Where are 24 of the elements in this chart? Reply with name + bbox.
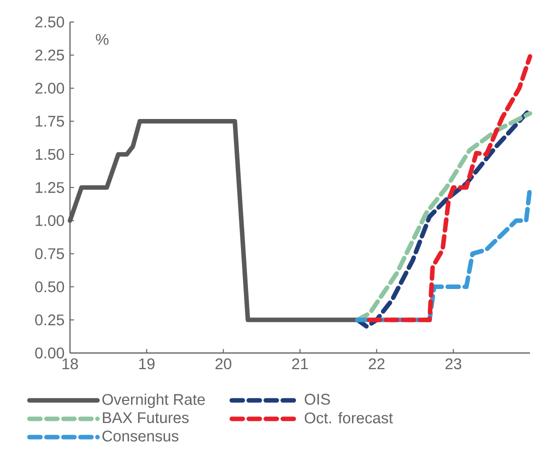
y-tick-label: 0.25 (35, 314, 64, 326)
y-tick-label: 1.50 (36, 148, 64, 160)
y-tick-label: 2.50 (35, 16, 64, 28)
legend-label: OIS (304, 394, 330, 405)
legend-label: Consensus (102, 430, 178, 442)
y-tick-label: 1.75 (36, 116, 64, 127)
y-tick-label: 1.25 (36, 182, 64, 193)
x-tick-label: 18 (62, 358, 78, 370)
legend-label: BAX Futures (102, 412, 189, 424)
y-tick-label: 0.75 (35, 248, 64, 260)
x-tick-label: 20 (216, 358, 232, 370)
x-tick-label: 23 (446, 358, 462, 370)
x-tick-label: 19 (139, 358, 155, 370)
legend-label: Overnight Rate (102, 394, 205, 408)
y-axis-title: % (96, 34, 109, 45)
y-tick-label: 2.00 (35, 82, 64, 94)
y-tick-label: 1.00 (36, 215, 64, 226)
legend-label: Oct. forecast (304, 412, 393, 424)
y-tick-label: 2.25 (35, 50, 64, 61)
x-tick-label: 22 (368, 358, 384, 370)
x-tick-label: 21 (292, 358, 308, 370)
y-tick-label: 0.00 (35, 348, 64, 358)
y-tick-label: 0.50 (35, 281, 64, 292)
line-series (366, 54, 532, 322)
